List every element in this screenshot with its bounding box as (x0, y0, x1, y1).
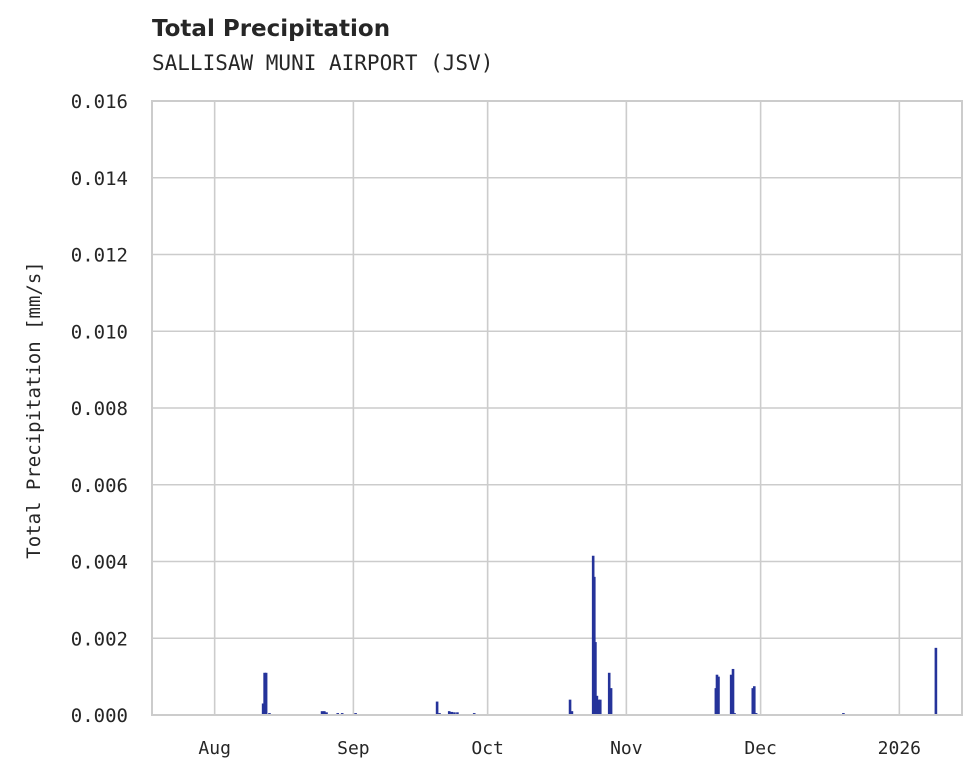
precipitation-bar (934, 647, 938, 715)
x-tick-label: Nov (610, 738, 643, 759)
precipitation-bar (435, 701, 439, 715)
precipitation-bar (607, 672, 611, 715)
y-tick-label: 0.002 (71, 628, 128, 650)
precipitation-bar (715, 674, 719, 715)
precipitation-bar (320, 711, 324, 715)
y-tick-label: 0.010 (71, 321, 128, 343)
precipitation-bar (751, 688, 755, 715)
x-tick-label: Sep (337, 738, 370, 759)
x-tick-label: 2026 (878, 738, 921, 759)
precipitation-bar (717, 676, 720, 715)
y-tick-label: 0.014 (71, 168, 128, 190)
precipitation-series (261, 555, 938, 715)
precipitation-bar (456, 712, 459, 715)
y-tick-label: 0.008 (71, 398, 128, 420)
precipitation-bar (595, 695, 599, 715)
precipitation-bar (261, 703, 265, 715)
precipitation-bar (597, 699, 601, 715)
y-axis-label: Total Precipitation [mm/s] (23, 261, 45, 558)
y-tick-label: 0.004 (71, 552, 128, 574)
precipitation-bar (568, 699, 572, 715)
precipitation-bar (598, 699, 602, 715)
chart-title: Total Precipitation (152, 16, 391, 42)
precipitation-bar (325, 712, 328, 715)
y-tick-label: 0.016 (71, 91, 128, 113)
precipitation-bar (322, 711, 326, 715)
x-tick-label: Dec (744, 738, 777, 759)
precipitation-bar (453, 712, 456, 715)
precipitation-bar (570, 711, 574, 715)
precipitation-bar (609, 688, 613, 715)
x-tick-label: Oct (471, 738, 504, 759)
precipitation-bar (752, 686, 756, 715)
precipitation-bar (264, 672, 268, 715)
precipitation-bar (447, 711, 451, 715)
precipitation-bar (263, 672, 266, 715)
y-tick-label: 0.006 (71, 475, 128, 497)
y-tick-label: 0.000 (71, 705, 128, 727)
chart-subtitle: SALLISAW MUNI AIRPORT (JSV) (152, 51, 494, 75)
x-axis-ticks: Aug Sep Oct Nov Dec 2026 (198, 738, 921, 759)
precipitation-bar (731, 668, 735, 715)
precipitation-bar (450, 711, 454, 715)
y-axis-ticks: 0.000 0.002 0.004 0.006 0.008 0.010 0.012 0.014… (71, 91, 128, 727)
y-tick-label: 0.012 (71, 245, 128, 267)
plot-frame (151, 100, 963, 716)
precipitation-bar (729, 674, 733, 715)
precipitation-bar (594, 642, 597, 715)
x-tick-label: Aug (198, 738, 231, 759)
grid (152, 100, 962, 716)
